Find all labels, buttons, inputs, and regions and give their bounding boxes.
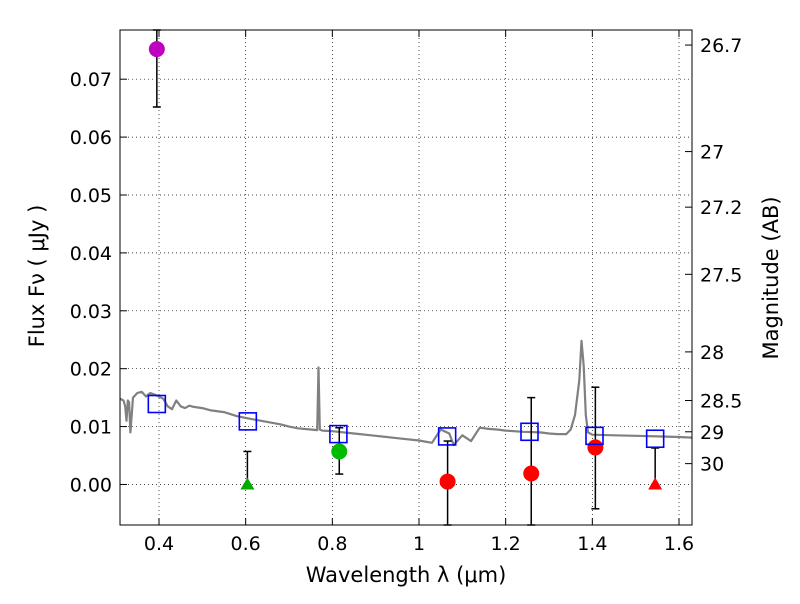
observed-flux-point bbox=[523, 465, 540, 482]
axis-ticks bbox=[120, 30, 692, 525]
y-tick-label: 0.00 bbox=[70, 474, 112, 496]
mag-tick-label: 26.7 bbox=[700, 35, 742, 57]
observed-flux-point bbox=[439, 473, 456, 490]
tick-labels: 0.4 0.6 0.8 1 1.2 1.4 1.6 0.00 0.01 0.02 0.03 0.04 0… bbox=[70, 35, 743, 555]
plot-frame bbox=[119, 29, 693, 526]
error-bars bbox=[152, 29, 660, 526]
x-tick-label: 1.6 bbox=[664, 533, 694, 555]
mag-tick-label: 28 bbox=[700, 342, 724, 364]
model-flux-square bbox=[238, 412, 258, 431]
y-axis-label: Flux Fν ( μJy ) bbox=[25, 205, 49, 348]
mag-tick-label: 29 bbox=[700, 422, 724, 444]
model-photometry-points bbox=[147, 394, 665, 449]
mag-tick-label: 28.5 bbox=[700, 391, 742, 413]
model-flux-square bbox=[329, 424, 348, 444]
mag-tick-label: 27.2 bbox=[700, 197, 742, 219]
model-flux-square bbox=[520, 422, 539, 442]
y-tick-label: 0.05 bbox=[70, 185, 112, 207]
x-tick-label: 1 bbox=[413, 533, 425, 555]
observed-flux-point bbox=[148, 41, 165, 58]
model-sed-line bbox=[119, 339, 693, 447]
x-tick-label: 1.4 bbox=[577, 533, 607, 555]
model-flux-square bbox=[585, 426, 604, 446]
y-tick-label: 0.03 bbox=[70, 301, 112, 323]
model-flux-square bbox=[147, 394, 167, 414]
mag-tick-label: 27.5 bbox=[700, 264, 742, 286]
y-tick-label: 0.07 bbox=[70, 69, 112, 91]
observed-flux-point bbox=[331, 443, 348, 460]
x-tick-label: 0.6 bbox=[231, 533, 261, 555]
mag-tick-label: 27 bbox=[700, 142, 724, 164]
y-tick-label: 0.02 bbox=[70, 359, 112, 381]
upper-limit-triangle bbox=[648, 477, 663, 490]
x-tick-label: 1.2 bbox=[491, 533, 521, 555]
observed-points bbox=[148, 41, 663, 490]
x-tick-label: 0.8 bbox=[317, 533, 347, 555]
grid bbox=[120, 30, 692, 525]
mag-tick-label: 30 bbox=[700, 454, 724, 476]
right-axis-label: Magnitude (AB) bbox=[759, 196, 783, 359]
x-tick-label: 0.4 bbox=[144, 533, 174, 555]
upper-limit-triangle bbox=[240, 477, 255, 490]
y-tick-label: 0.04 bbox=[70, 243, 112, 265]
model-flux-square bbox=[645, 429, 665, 449]
y-tick-label: 0.01 bbox=[70, 417, 112, 439]
x-axis-label: Wavelength λ (μm) bbox=[306, 563, 507, 587]
model-sed-layer bbox=[119, 339, 693, 447]
model-flux-square bbox=[437, 427, 457, 446]
observed-flux-point bbox=[587, 439, 604, 456]
y-tick-label: 0.06 bbox=[70, 127, 112, 149]
